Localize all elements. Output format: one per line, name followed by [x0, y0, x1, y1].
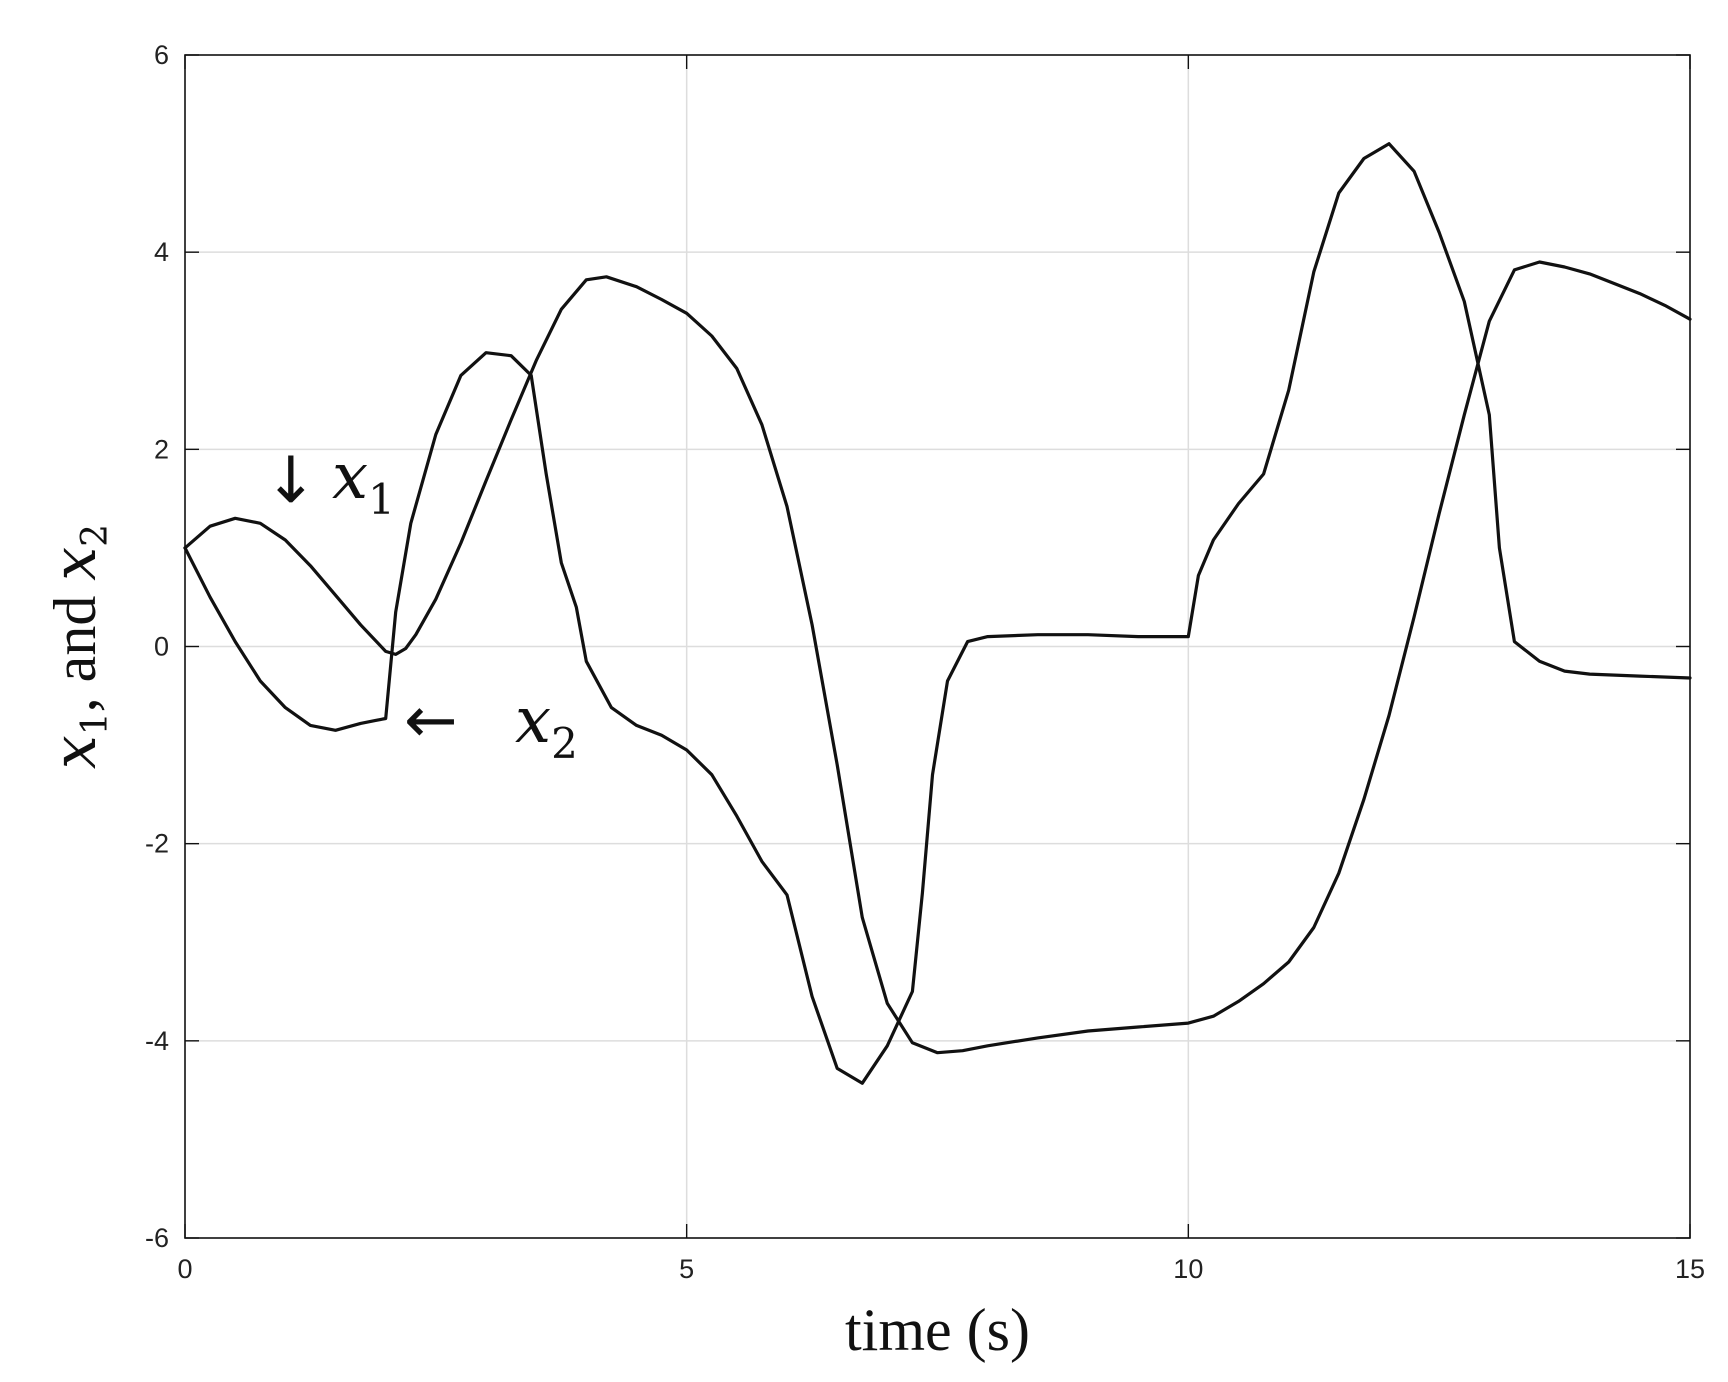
- y-tick-label: -6: [145, 1223, 169, 1253]
- annotation-x2-var: x: [515, 684, 551, 758]
- y-tick-label: 4: [154, 237, 169, 267]
- x-tick-label: 10: [1173, 1254, 1203, 1284]
- annotation-x1-sub: 1: [368, 475, 395, 524]
- x-axis-title: time (s): [845, 1297, 1030, 1363]
- annotation-x1: ↓ x1: [264, 440, 395, 524]
- axis-ticks: 0 5 10 15 -6 -4 -2 0 2 4 6: [145, 40, 1705, 1284]
- annotation-x2-label: x2: [515, 684, 578, 768]
- annotation-x1-label: x1: [332, 440, 395, 524]
- x-tick-label: 15: [1675, 1254, 1705, 1284]
- y-axis-title: x1, and x2: [40, 524, 116, 769]
- series-line-x1: [183, 260, 1692, 1055]
- grid: [185, 55, 1690, 1238]
- y-axis-title-x2-sub: 2: [75, 524, 116, 547]
- series-lines: [183, 142, 1692, 1085]
- annotation-x1-var: x: [332, 440, 368, 514]
- y-tick-label: 0: [154, 632, 169, 662]
- y-axis-title-x2: x: [40, 547, 110, 581]
- x-tick-label: 0: [177, 1254, 192, 1284]
- y-tick-label: 6: [154, 40, 169, 70]
- y-axis-title-and: , and: [42, 581, 108, 713]
- y-axis-title-x1-sub: 1: [75, 712, 116, 735]
- x-tick-label: 5: [679, 1254, 694, 1284]
- y-tick-label: -2: [145, 829, 169, 859]
- down-arrow-icon: ↓: [264, 444, 318, 518]
- left-arrow-icon: ←: [404, 684, 458, 758]
- y-axis-title-x1: x: [40, 735, 110, 769]
- annotation-x2: ← x2: [404, 684, 578, 768]
- y-tick-label: 2: [154, 434, 169, 464]
- y-tick-label: -4: [145, 1026, 169, 1056]
- annotation-x2-sub: 2: [551, 719, 578, 768]
- series-line-x2: [183, 142, 1692, 1085]
